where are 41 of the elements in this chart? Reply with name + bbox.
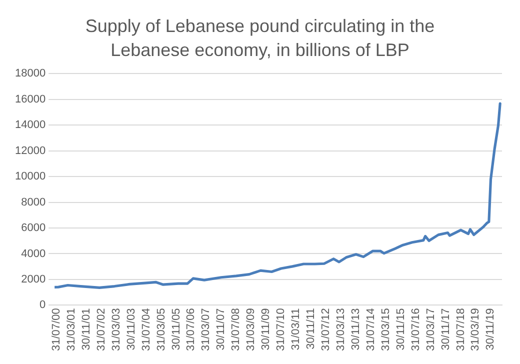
- x-tick-label: 31/07/10: [275, 308, 288, 352]
- x-tick-label: 31/07/06: [185, 308, 198, 352]
- x-tick-label: 31/03/01: [65, 308, 78, 352]
- x-tick-label: 30/11/17: [440, 308, 452, 350]
- y-tick-label: 0: [39, 299, 46, 312]
- x-tick-label: 30/11/05: [170, 308, 182, 350]
- y-tick-label: 18000: [14, 68, 46, 80]
- y-tick-label: 10000: [14, 170, 46, 183]
- x-tick-label: 31/03/07: [200, 308, 212, 352]
- x-tick-label: 31/03/03: [110, 308, 122, 352]
- x-tick-label: 30/11/03: [125, 308, 138, 350]
- x-tick-label: 31/07/12: [320, 308, 332, 352]
- y-tick-label: 2000: [21, 273, 46, 286]
- x-tick-label: 31/03/17: [424, 308, 437, 352]
- x-tick-label: 30/11/11: [305, 308, 318, 350]
- x-tick-label: 31/03/11: [290, 308, 302, 350]
- x-tick-label: 31/07/18: [454, 308, 467, 352]
- y-tick-label: 14000: [14, 119, 46, 132]
- x-tick-label: 31/03/19: [470, 308, 482, 352]
- x-tick-label: 31/07/14: [364, 308, 377, 352]
- x-tick-label: 30/11/15: [394, 308, 407, 350]
- x-tick-label: 31/03/13: [334, 308, 347, 352]
- y-tick-label: 6000: [21, 222, 46, 234]
- x-tick-label: 31/07/02: [95, 308, 108, 352]
- y-tick-label: 8000: [21, 196, 46, 208]
- x-tick-label: 31/07/04: [140, 308, 152, 352]
- x-tick-label: 31/07/08: [230, 308, 242, 352]
- x-tick-label: 30/11/09: [260, 308, 272, 350]
- x-tick-label: 30/11/13: [350, 308, 362, 350]
- x-tick-label: 30/11/07: [215, 308, 228, 350]
- x-tick-label: 31/03/05: [155, 308, 168, 352]
- y-tick-label: 4000: [21, 248, 46, 260]
- x-tick-label: 31/07/16: [410, 308, 422, 352]
- x-tick-label: 30/11/19: [484, 308, 497, 350]
- x-tick-label: 31/03/09: [245, 308, 258, 352]
- x-tick-label: 30/11/01: [80, 308, 92, 350]
- chart-title: Supply of Lebanese pound circulating in the Lebanese economy, in billions of LBP: [84, 15, 436, 62]
- x-tick-label: 31/03/15: [380, 308, 392, 352]
- x-tick-label: 31/07/00: [50, 308, 62, 352]
- y-tick-label: 16000: [14, 93, 46, 106]
- y-tick-label: 12000: [14, 144, 46, 157]
